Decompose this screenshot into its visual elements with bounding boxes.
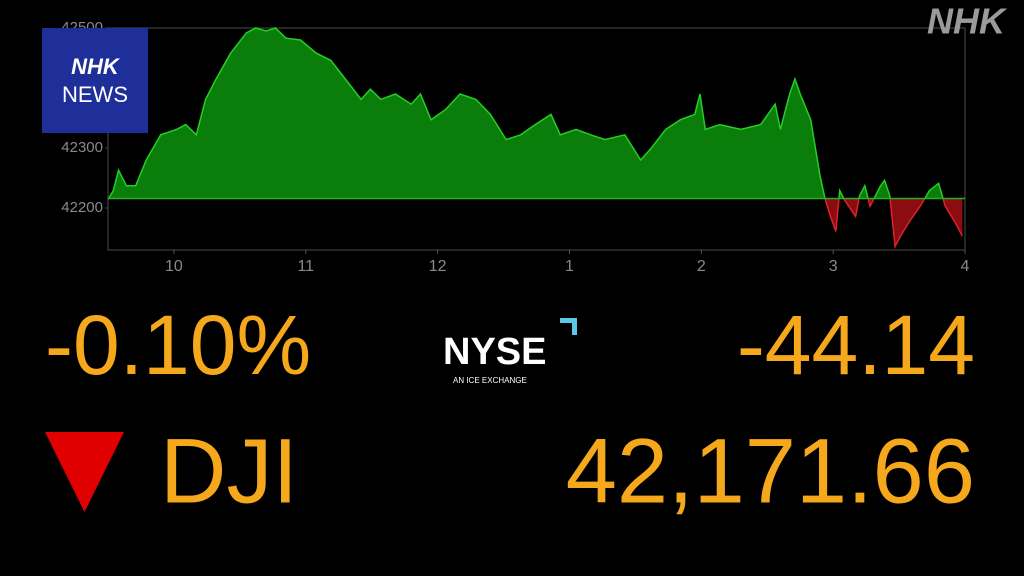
down-arrow — [45, 432, 124, 512]
exchange-mark — [560, 318, 577, 335]
point-change: -44.14 — [737, 298, 975, 392]
x-tick-label: 12 — [429, 258, 447, 275]
area — [108, 28, 963, 247]
percent-change: -0.10% — [45, 298, 311, 392]
broadcaster-logo: NHK — [927, 1, 1008, 42]
x-tick-label: 3 — [829, 258, 838, 275]
line — [107, 27, 964, 249]
exchange-tagline: AN ICE EXCHANGE — [453, 376, 527, 385]
badge-line1: NHK — [71, 54, 121, 79]
index-name: DJI — [160, 420, 298, 522]
plot-frame — [107, 27, 966, 251]
index-level: 42,171.66 — [566, 420, 975, 522]
x-tick-label: 11 — [297, 258, 314, 275]
badge-line2: NEWS — [62, 82, 128, 107]
x-tick-label: 10 — [165, 258, 183, 275]
exchange-name: NYSE — [443, 331, 546, 373]
x-tick-label: 1 — [565, 258, 574, 275]
news-badge — [42, 28, 148, 133]
y-tick-label: 42200 — [61, 199, 103, 216]
x-tick-label: 4 — [961, 258, 970, 275]
y-tick-label: 42300 — [61, 139, 103, 156]
x-tick-label: 2 — [697, 258, 706, 275]
